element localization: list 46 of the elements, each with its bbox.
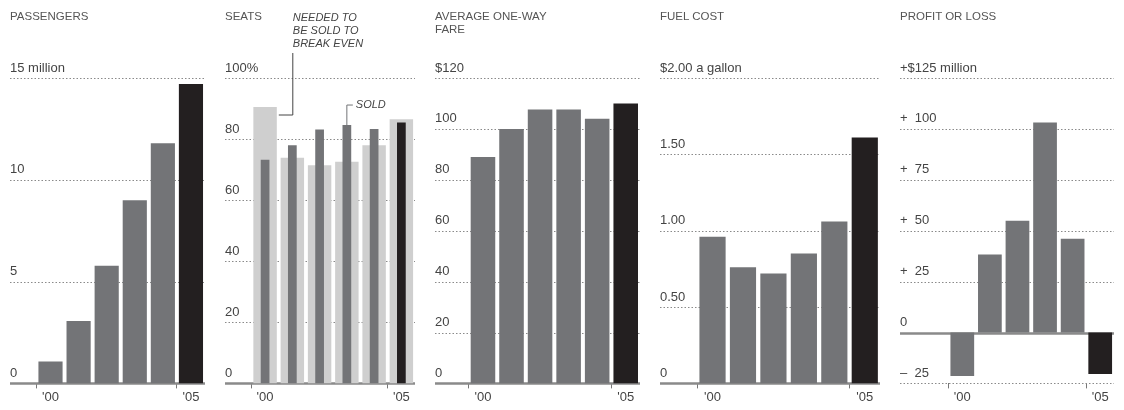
x-tick-label: '00 — [953, 388, 971, 404]
y-tick-label: 100 — [435, 110, 457, 126]
y-tick-label: 40 — [225, 242, 240, 258]
y-tick-label: + 75 — [900, 161, 930, 177]
y-tick-label: + 100 — [900, 110, 937, 126]
x-tick-label: '05 — [617, 388, 635, 404]
y-tick-label: 0 — [660, 364, 668, 380]
y-tick-label: 60 — [225, 181, 240, 197]
chart-title: FUEL COST — [660, 10, 726, 23]
y-tick-label: + 25 — [900, 263, 930, 279]
x-tick-label: '05 — [1091, 388, 1109, 404]
y-tick-label: + 50 — [900, 212, 930, 228]
y-tick-label: 0 — [225, 364, 233, 380]
x-tick-label: '00 — [256, 388, 274, 404]
y-tick-label: 0 — [10, 364, 18, 380]
chart-title: PROFIT OR LOSS — [900, 10, 998, 23]
y-tick-label: – 25 — [900, 364, 929, 380]
y-tick-label: 80 — [435, 161, 450, 177]
chart-title: PASSENGERS — [10, 10, 90, 23]
y-tick-label: $2.00 a gallon — [660, 59, 742, 75]
x-tick-label: '05 — [856, 388, 874, 404]
y-tick-label: 15 million — [10, 59, 65, 75]
chart-title: AVERAGE ONE-WAY FARE — [435, 10, 548, 36]
x-tick-label: '00 — [42, 388, 59, 404]
chart-title: SEATS — [225, 10, 262, 22]
y-tick-label: 10 — [10, 161, 25, 177]
x-tick-label: '05 — [392, 388, 410, 404]
y-tick-label: 0 — [900, 314, 908, 330]
y-tick-label: 1.50 — [660, 135, 686, 151]
y-tick-label: 60 — [435, 212, 450, 228]
y-tick-label: 0 — [435, 364, 443, 380]
x-tick-label: '00 — [474, 388, 492, 404]
y-tick-label: 40 — [435, 263, 450, 279]
y-tick-label: 20 — [225, 303, 240, 319]
y-tick-label: $120 — [435, 59, 464, 75]
y-tick-label: 1.00 — [660, 212, 686, 228]
y-tick-label: 20 — [435, 314, 450, 330]
y-tick-label: 5 — [10, 263, 18, 279]
y-tick-label: 100% — [225, 59, 259, 75]
y-tick-label: 0.50 — [660, 288, 686, 304]
y-tick-label: +$125 million — [900, 59, 977, 75]
text: NEEDED TO BE SOLD TO BREAK EVEN — [292, 10, 364, 49]
x-tick-label: '00 — [704, 388, 721, 404]
y-tick-label: 80 — [225, 120, 240, 136]
x-tick-label: '05 — [182, 388, 200, 404]
series-label: SOLD — [355, 97, 386, 110]
